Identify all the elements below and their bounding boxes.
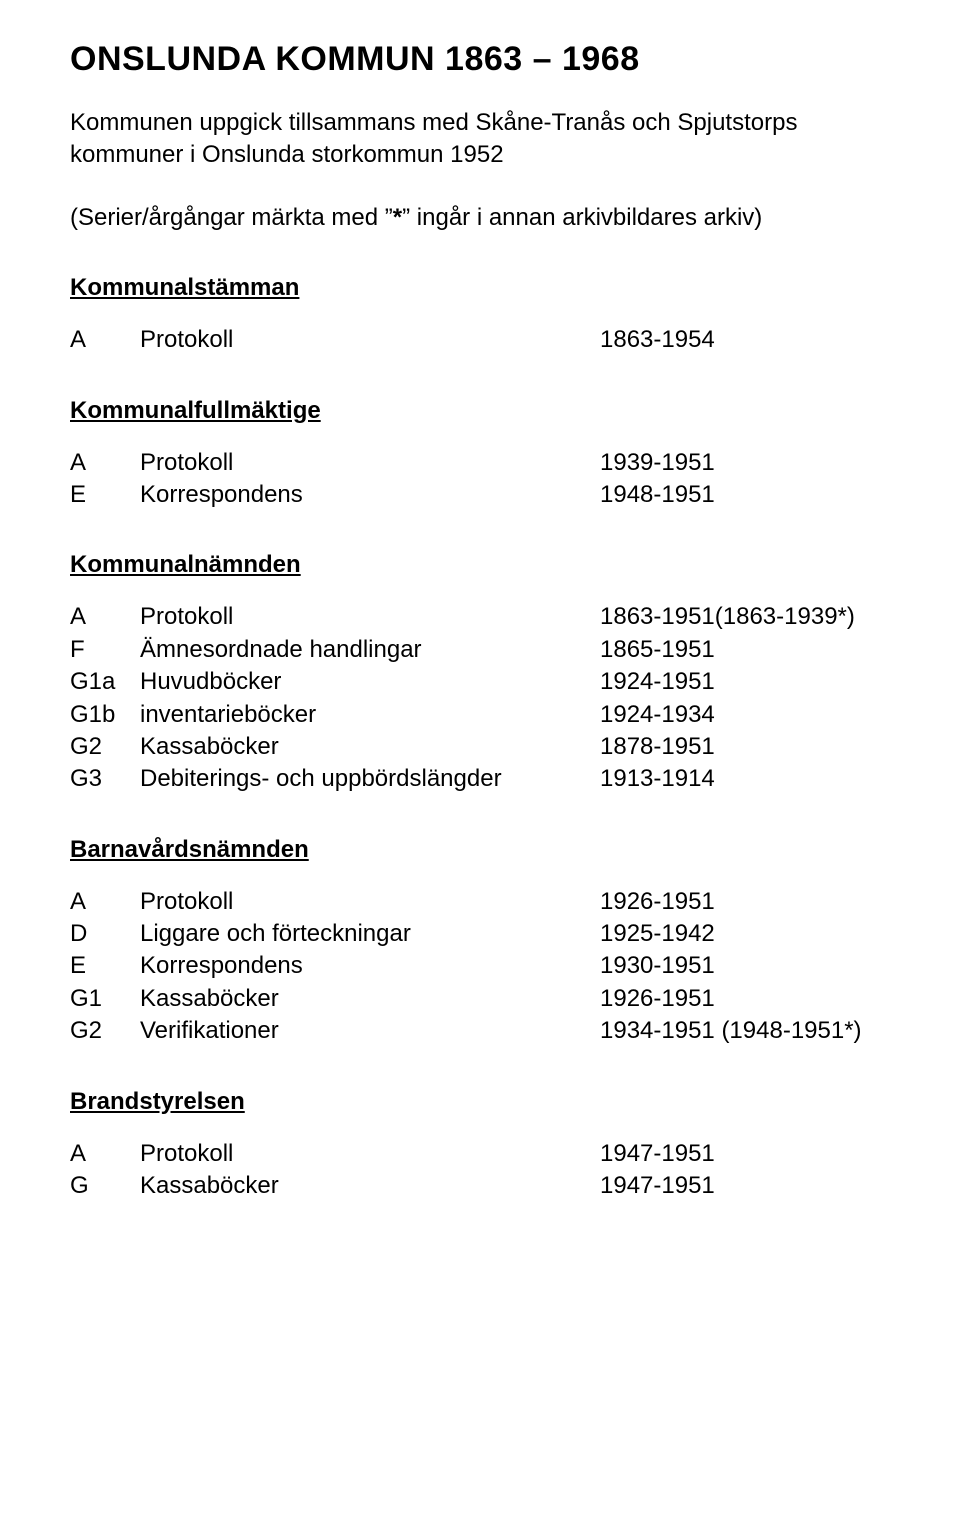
entry-label: Protokoll: [140, 447, 600, 479]
sections-container: KommunalstämmanAProtokoll1863-1954Kommun…: [70, 274, 900, 1202]
entry-range: 1948-1951: [600, 479, 900, 511]
section-heading: Kommunalnämnden: [70, 551, 900, 579]
entry-code: A: [70, 886, 140, 918]
table-row: GKassaböcker1947-1951: [70, 1170, 900, 1202]
table-row: AProtokoll1863-1954: [70, 324, 900, 356]
table-row: DLiggare och förteckningar1925-1942: [70, 918, 900, 950]
intro-2-pre: (Serier/årgångar märkta med ”: [70, 204, 393, 231]
entry-range: 1926-1951: [600, 886, 900, 918]
entry-code: G2: [70, 1015, 140, 1047]
entry-code: G3: [70, 763, 140, 795]
entry-code: A: [70, 601, 140, 633]
entry-range: 1878-1951: [600, 731, 900, 763]
entry-range: 1926-1951: [600, 983, 900, 1015]
intro-2-post: ” ingår i annan arkivbildares arkiv): [402, 204, 762, 231]
entry-label: Protokoll: [140, 1138, 600, 1170]
entry-label: Protokoll: [140, 886, 600, 918]
entry-label: Ämnesordnade handlingar: [140, 634, 600, 666]
table-row: G1Kassaböcker1926-1951: [70, 983, 900, 1015]
entry-label: Korrespondens: [140, 479, 600, 511]
section-heading: Kommunalfullmäktige: [70, 397, 900, 425]
entry-label: Debiterings- och uppbördslängder: [140, 763, 600, 795]
table-row: G1binventarieböcker1924-1934: [70, 699, 900, 731]
entry-code: G1b: [70, 699, 140, 731]
entry-code: E: [70, 950, 140, 982]
section-heading: Kommunalstämman: [70, 274, 900, 302]
section-heading: Barnavårdsnämnden: [70, 836, 900, 864]
entry-range: 1865-1951: [600, 634, 900, 666]
entry-label: inventarieböcker: [140, 699, 600, 731]
asterisk-marker: *: [393, 204, 402, 231]
intro-paragraph-2: (Serier/årgångar märkta med ”*” ingår i …: [70, 202, 900, 234]
entry-label: Korrespondens: [140, 950, 600, 982]
entries-table: AProtokoll1863-1951(1863-1939*)FÄmnesord…: [70, 601, 900, 795]
table-row: G1aHuvudböcker1924-1951: [70, 666, 900, 698]
entry-range: 1913-1914: [600, 763, 900, 795]
entries-table: AProtokoll1947-1951GKassaböcker1947-1951: [70, 1138, 900, 1203]
table-row: EKorrespondens1948-1951: [70, 479, 900, 511]
entry-code: F: [70, 634, 140, 666]
table-row: G2Kassaböcker1878-1951: [70, 731, 900, 763]
intro-paragraph-1: Kommunen uppgick tillsammans med Skåne-T…: [70, 107, 900, 172]
entries-table: AProtokoll1926-1951DLiggare och förteckn…: [70, 886, 900, 1048]
table-row: AProtokoll1926-1951: [70, 886, 900, 918]
entry-label: Protokoll: [140, 324, 600, 356]
entry-label: Kassaböcker: [140, 731, 600, 763]
table-row: AProtokoll1947-1951: [70, 1138, 900, 1170]
entry-range: 1947-1951: [600, 1138, 900, 1170]
page-title: ONSLUNDA KOMMUN 1863 – 1968: [70, 40, 900, 79]
table-row: AProtokoll1939-1951: [70, 447, 900, 479]
entry-range: 1924-1951: [600, 666, 900, 698]
entry-label: Protokoll: [140, 601, 600, 633]
entries-table: AProtokoll1939-1951EKorrespondens1948-19…: [70, 447, 900, 512]
entry-range: 1934-1951 (1948-1951*): [600, 1015, 900, 1047]
entry-code: G: [70, 1170, 140, 1202]
entry-range: 1925-1942: [600, 918, 900, 950]
section-heading: Brandstyrelsen: [70, 1088, 900, 1116]
entries-table: AProtokoll1863-1954: [70, 324, 900, 356]
entry-label: Verifikationer: [140, 1015, 600, 1047]
entry-range: 1939-1951: [600, 447, 900, 479]
entry-range: 1924-1934: [600, 699, 900, 731]
entry-label: Kassaböcker: [140, 1170, 600, 1202]
entry-code: G1: [70, 983, 140, 1015]
entry-code: E: [70, 479, 140, 511]
entry-code: D: [70, 918, 140, 950]
entry-code: G2: [70, 731, 140, 763]
entry-range: 1947-1951: [600, 1170, 900, 1202]
entry-range: 1863-1951(1863-1939*): [600, 601, 900, 633]
entry-label: Liggare och förteckningar: [140, 918, 600, 950]
entry-code: A: [70, 324, 140, 356]
entry-code: A: [70, 447, 140, 479]
entry-code: A: [70, 1138, 140, 1170]
table-row: FÄmnesordnade handlingar1865-1951: [70, 634, 900, 666]
entry-range: 1863-1954: [600, 324, 900, 356]
entry-label: Kassaböcker: [140, 983, 600, 1015]
entry-range: 1930-1951: [600, 950, 900, 982]
table-row: G2Verifikationer1934-1951 (1948-1951*): [70, 1015, 900, 1047]
table-row: EKorrespondens1930-1951: [70, 950, 900, 982]
entry-label: Huvudböcker: [140, 666, 600, 698]
table-row: AProtokoll1863-1951(1863-1939*): [70, 601, 900, 633]
entry-code: G1a: [70, 666, 140, 698]
table-row: G3Debiterings- och uppbördslängder1913-1…: [70, 763, 900, 795]
